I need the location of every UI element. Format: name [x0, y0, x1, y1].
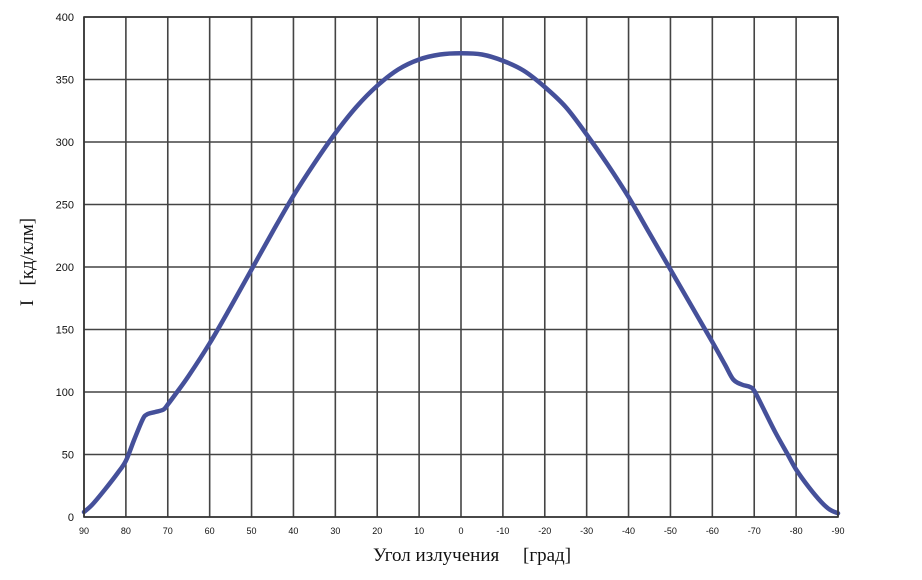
x-tick-label: -10 — [496, 526, 509, 536]
x-tick-label: 50 — [247, 526, 257, 536]
x-tick-label: -80 — [790, 526, 803, 536]
plot-frame — [83, 16, 839, 518]
y-tick-labels: 0 50 100 150 200 250 300 350 400 — [56, 12, 74, 524]
y-tick-label: 0 — [68, 512, 74, 524]
series-line — [81, 51, 841, 516]
x-tick-label: -20 — [538, 526, 551, 536]
x-tick-label: -60 — [706, 526, 719, 536]
x-tick-label: 10 — [414, 526, 424, 536]
x-tick-label: 30 — [330, 526, 340, 536]
x-tick-label: -70 — [748, 526, 761, 536]
x-tick-label: 40 — [288, 526, 298, 536]
x-tick-label: 0 — [458, 526, 463, 536]
x-tick-label: -90 — [831, 526, 844, 536]
y-tick-label: 400 — [56, 12, 74, 24]
plot-border — [83, 16, 839, 518]
x-tick-labels: 90 80 70 60 50 40 30 20 10 0 -10 -20 -30 -40 -50 -60 -70… — [79, 526, 845, 536]
y-tick-label: 50 — [62, 450, 74, 462]
y-axis-label: I [кд/клм] — [17, 218, 38, 306]
x-tick-label: -30 — [580, 526, 593, 536]
y-tick-label: 350 — [56, 75, 74, 87]
grid — [83, 16, 839, 518]
x-tick-label: 60 — [205, 526, 215, 536]
x-axis-label: Угол излучения [град] — [373, 545, 571, 566]
y-tick-label: 100 — [56, 387, 74, 399]
x-tick-label: 20 — [372, 526, 382, 536]
y-tick-label: 150 — [56, 325, 74, 337]
y-tick-label: 250 — [56, 200, 74, 212]
y-tick-label: 300 — [56, 137, 74, 149]
x-tick-label: 80 — [121, 526, 131, 536]
x-tick-label: -40 — [622, 526, 635, 536]
x-tick-label: -50 — [664, 526, 677, 536]
x-tick-label: 90 — [79, 526, 89, 536]
y-tick-label: 200 — [56, 262, 74, 274]
x-tick-label: 70 — [163, 526, 173, 536]
series-layer — [81, 51, 841, 516]
